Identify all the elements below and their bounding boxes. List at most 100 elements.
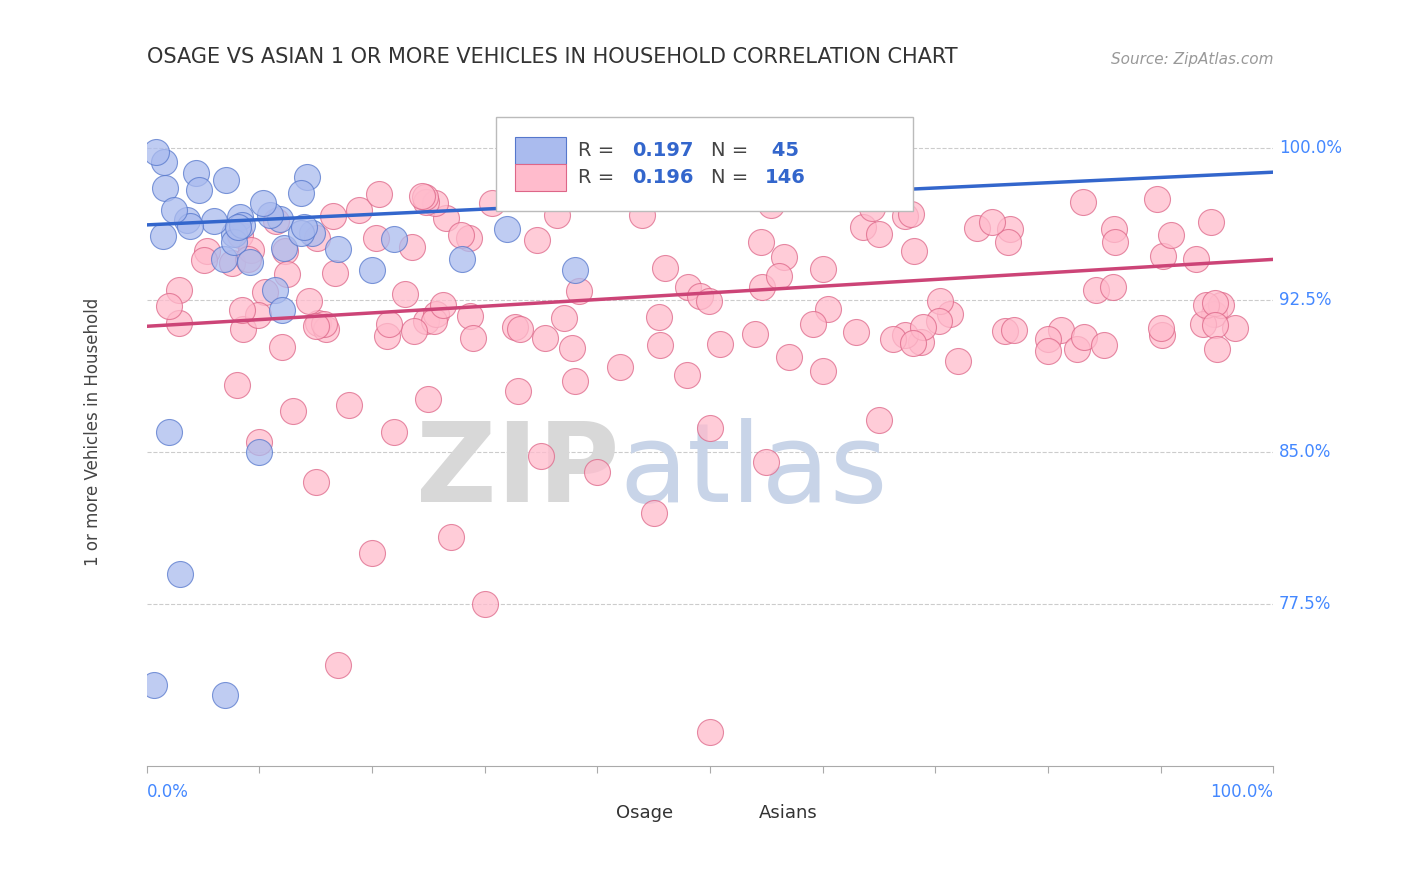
- Point: [263, 283, 285, 297]
- Point: [1152, 249, 1174, 263]
- Point: [152, 229, 174, 244]
- Point: [643, 506, 665, 520]
- Point: [418, 392, 440, 407]
- Point: [176, 213, 198, 227]
- Point: [1104, 222, 1126, 236]
- Point: [1002, 323, 1025, 337]
- Point: [222, 235, 245, 249]
- Point: [239, 255, 262, 269]
- Point: [1191, 318, 1213, 332]
- Text: Asians: Asians: [758, 805, 817, 822]
- Point: [474, 597, 496, 611]
- Point: [323, 266, 346, 280]
- Point: [1204, 318, 1226, 332]
- Point: [145, 145, 167, 159]
- Point: [188, 183, 211, 197]
- Point: [1036, 343, 1059, 358]
- Point: [903, 244, 925, 259]
- FancyBboxPatch shape: [496, 117, 912, 211]
- Point: [415, 314, 437, 328]
- Point: [246, 308, 269, 322]
- Point: [368, 186, 391, 201]
- Point: [270, 303, 292, 318]
- Point: [204, 214, 226, 228]
- Point: [845, 326, 868, 340]
- Bar: [704, 803, 747, 824]
- Point: [676, 279, 699, 293]
- Point: [193, 252, 215, 267]
- Text: ZIP: ZIP: [416, 418, 620, 525]
- Point: [1101, 280, 1123, 294]
- Point: [1071, 194, 1094, 209]
- Point: [768, 269, 790, 284]
- Bar: [564, 803, 606, 824]
- Point: [169, 566, 191, 581]
- Text: R =: R =: [578, 168, 620, 187]
- Point: [860, 201, 883, 215]
- Point: [1204, 295, 1226, 310]
- Point: [1150, 321, 1173, 335]
- Text: 100.0%: 100.0%: [1211, 782, 1274, 801]
- Point: [423, 196, 446, 211]
- Point: [648, 338, 671, 352]
- Point: [568, 284, 591, 298]
- Point: [411, 188, 433, 202]
- Point: [212, 252, 235, 266]
- Point: [394, 286, 416, 301]
- Text: 92.5%: 92.5%: [1279, 291, 1331, 309]
- Point: [755, 455, 778, 469]
- Point: [1195, 298, 1218, 312]
- Point: [240, 243, 263, 257]
- Point: [882, 332, 904, 346]
- Point: [761, 197, 783, 211]
- Point: [273, 244, 295, 258]
- Point: [339, 398, 361, 412]
- Point: [375, 328, 398, 343]
- Point: [184, 166, 207, 180]
- Point: [1211, 298, 1233, 312]
- Bar: [515, 137, 565, 164]
- Point: [221, 256, 243, 270]
- Point: [281, 404, 304, 418]
- Point: [534, 331, 557, 345]
- Point: [561, 342, 583, 356]
- Point: [596, 182, 619, 196]
- Text: R =: R =: [578, 141, 620, 161]
- Point: [290, 186, 312, 201]
- Point: [530, 449, 553, 463]
- Point: [894, 327, 917, 342]
- Point: [928, 314, 950, 328]
- Point: [1206, 342, 1229, 356]
- Point: [305, 231, 328, 245]
- Point: [817, 302, 839, 317]
- Point: [434, 211, 457, 226]
- Point: [463, 331, 485, 345]
- Point: [163, 203, 186, 218]
- Point: [1150, 327, 1173, 342]
- Point: [315, 322, 337, 336]
- Point: [361, 262, 384, 277]
- Point: [328, 658, 350, 673]
- Text: 77.5%: 77.5%: [1279, 595, 1331, 613]
- Point: [290, 227, 312, 241]
- Point: [347, 202, 370, 217]
- Point: [526, 233, 548, 247]
- Point: [229, 210, 252, 224]
- Point: [297, 170, 319, 185]
- Point: [273, 241, 295, 255]
- Point: [228, 228, 250, 243]
- Text: N =: N =: [711, 141, 755, 161]
- Point: [301, 226, 323, 240]
- Point: [225, 378, 247, 392]
- Point: [1146, 192, 1168, 206]
- Point: [631, 208, 654, 222]
- Point: [231, 218, 253, 232]
- Point: [749, 235, 772, 249]
- Point: [751, 280, 773, 294]
- Point: [167, 283, 190, 297]
- Text: 0.197: 0.197: [633, 141, 693, 161]
- Point: [910, 334, 932, 349]
- Point: [169, 316, 191, 330]
- Point: [900, 207, 922, 221]
- Point: [709, 336, 731, 351]
